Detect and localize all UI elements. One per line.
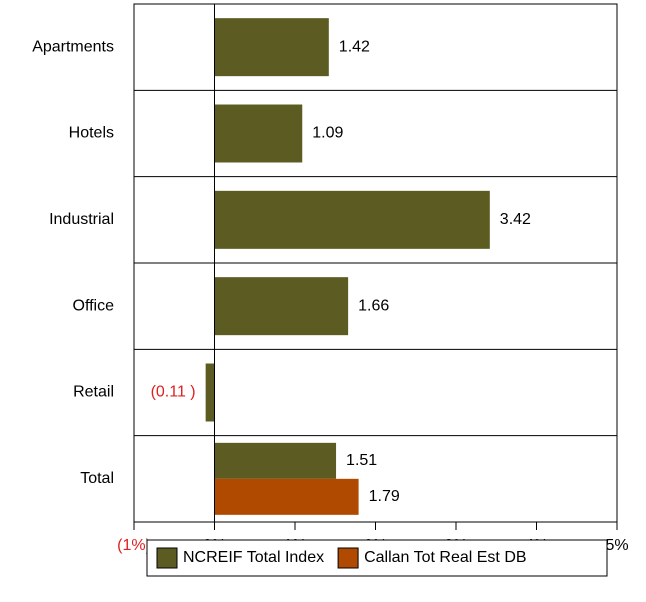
value-label: 1.66 (358, 297, 389, 314)
legend-swatch (337, 547, 359, 569)
value-label: 1.51 (346, 452, 377, 469)
category-label: Apartments (32, 38, 114, 55)
value-label: (0.11 ) (151, 384, 196, 401)
category-label: Hotels (69, 125, 114, 142)
category-label: Office (73, 297, 115, 314)
x-tick-label: 5% (605, 537, 628, 554)
plot-border (133, 3, 618, 523)
bar (214, 478, 359, 515)
value-label: 1.42 (339, 38, 370, 55)
bar (205, 363, 215, 422)
bar (214, 442, 337, 479)
category-label: Total (80, 470, 114, 487)
legend-swatch (156, 547, 178, 569)
bar (214, 104, 303, 163)
category-label: Industrial (49, 211, 114, 228)
x-tick-label: (1%) (117, 537, 151, 554)
bar (214, 190, 490, 249)
legend-label: NCREIF Total Index (183, 549, 324, 566)
bar (214, 18, 329, 77)
value-label: 1.79 (369, 488, 400, 505)
value-label: 1.09 (312, 125, 343, 142)
legend-box (146, 539, 608, 577)
category-label: Retail (73, 384, 114, 401)
legend-label: Callan Tot Real Est DB (364, 549, 526, 566)
value-label: 3.42 (500, 211, 531, 228)
bar (214, 277, 349, 336)
